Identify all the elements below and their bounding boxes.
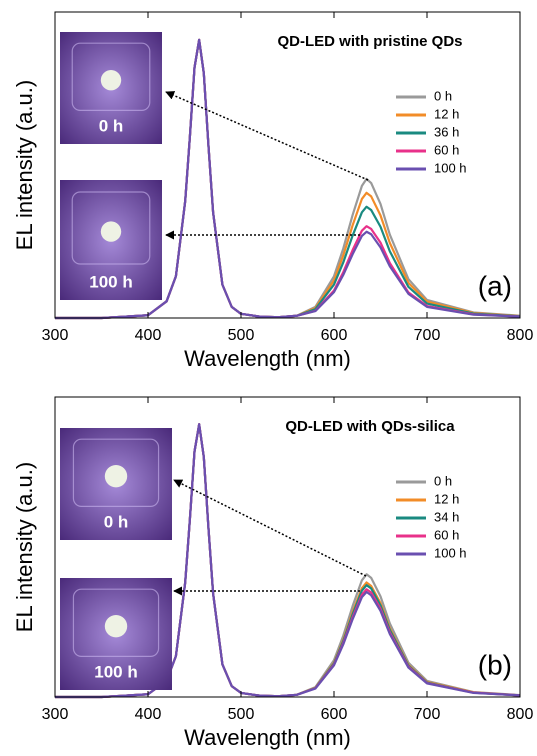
legend-label: 0 h	[434, 88, 452, 103]
inset-pattern	[71, 191, 151, 265]
inset-label: 0 h	[99, 116, 124, 135]
series-line	[55, 423, 521, 699]
inset-label: 0 h	[104, 512, 129, 531]
panel-label: (b)	[478, 649, 512, 680]
legend-label: 12 h	[434, 106, 459, 121]
x-tick-label: 300	[42, 706, 69, 723]
inset-pattern	[72, 588, 160, 658]
inset-pattern	[71, 42, 151, 111]
x-tick-label: 700	[414, 706, 441, 723]
chart-title: QD-LED with QDs-silica	[285, 418, 455, 435]
x-tick-label: 800	[507, 327, 534, 344]
inset-spot	[100, 221, 122, 242]
x-tick-label: 500	[228, 706, 255, 723]
legend-label: 60 h	[434, 142, 459, 157]
legend-label: 100 h	[434, 545, 467, 560]
x-tick-label: 800	[507, 706, 534, 723]
legend-label: 60 h	[434, 527, 459, 542]
y-axis-label: EL intensity (a.u.)	[12, 462, 37, 632]
x-tick-label: 400	[135, 327, 162, 344]
inset-spot	[104, 614, 128, 638]
chart-title: QD-LED with pristine QDs	[277, 33, 462, 50]
inset-label: 100 h	[89, 272, 132, 291]
legend-label: 0 h	[434, 473, 452, 488]
x-tick-label: 600	[321, 327, 348, 344]
inset-label: 100 h	[94, 662, 137, 681]
legend-label: 34 h	[434, 509, 459, 524]
legend-label: 36 h	[434, 124, 459, 139]
plot-frame	[54, 11, 521, 319]
x-tick-label: 600	[321, 706, 348, 723]
dotted-arrow	[173, 479, 367, 577]
panel-label: (a)	[478, 270, 512, 301]
series-line	[55, 38, 521, 320]
legend-label: 100 h	[434, 160, 467, 175]
dotted-arrow	[165, 91, 369, 181]
inset-spot	[100, 69, 122, 91]
x-tick-label: 500	[228, 327, 255, 344]
inset-spot	[104, 464, 128, 488]
x-tick-label: 700	[414, 327, 441, 344]
y-axis-label: EL intensity (a.u.)	[12, 80, 37, 250]
plot-frame	[54, 396, 521, 698]
x-tick-label: 400	[135, 706, 162, 723]
x-axis-label: Wavelength (nm)	[184, 346, 351, 371]
x-axis-label: Wavelength (nm)	[184, 725, 351, 750]
legend-label: 12 h	[434, 491, 459, 506]
inset-pattern	[72, 438, 160, 508]
x-tick-label: 300	[42, 327, 69, 344]
